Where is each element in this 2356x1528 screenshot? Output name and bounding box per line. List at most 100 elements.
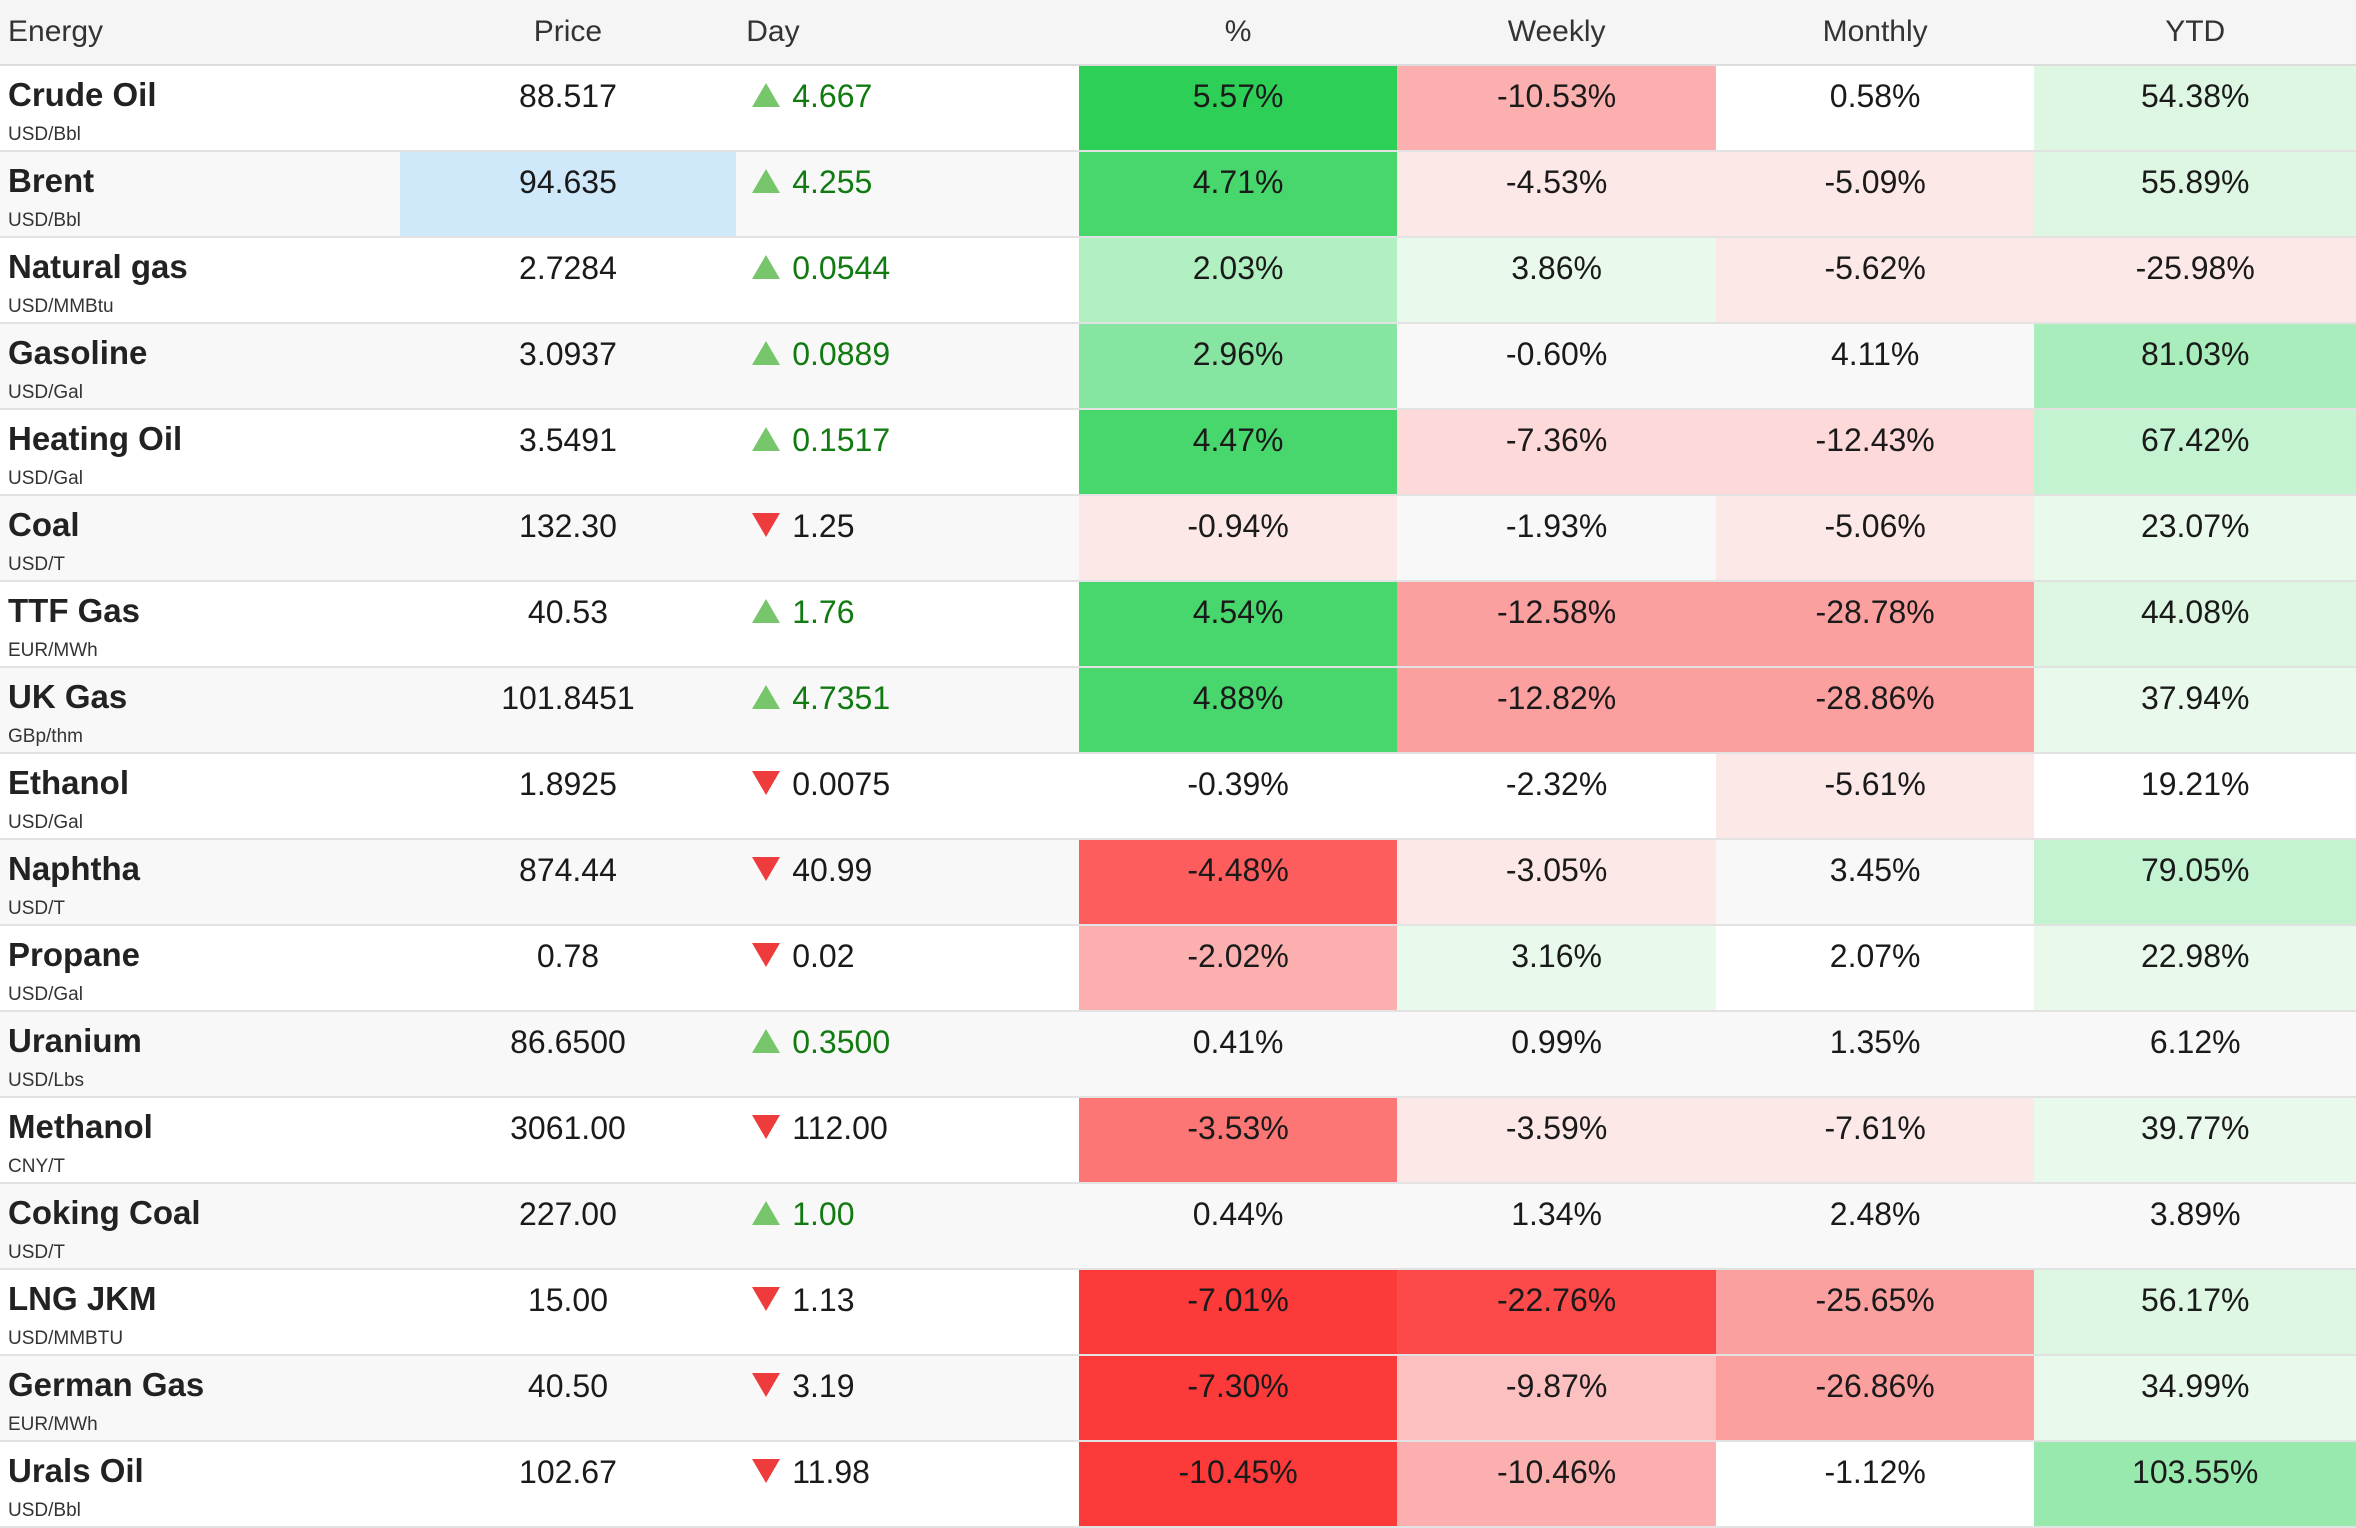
- commodity-name-link[interactable]: Methanol: [8, 1108, 153, 1145]
- header-percent[interactable]: %: [1078, 0, 1398, 66]
- commodity-name-link[interactable]: Gasoline: [8, 334, 148, 371]
- percent-change-value: -2.02%: [1187, 938, 1289, 974]
- table-row[interactable]: Coal USD/T 132.30 1.25 -0.94% -1.93% -5.06% 23.…: [0, 495, 2356, 582]
- commodity-cell: TTF Gas EUR/MWh: [0, 581, 400, 668]
- header-ytd[interactable]: YTD: [2034, 0, 2356, 66]
- table-row[interactable]: TTF Gas EUR/MWh 40.53 1.76 4.54% -12.58% -28.7…: [0, 581, 2356, 668]
- price-cell: 227.00: [399, 1183, 737, 1270]
- commodity-cell: Urals Oil USD/Bbl: [0, 1441, 400, 1528]
- ytd-change-value: 19.21%: [2140, 766, 2250, 802]
- table-row[interactable]: Ethanol USD/Gal 1.8925 0.0075 -0.39% -2.32% -5…: [0, 753, 2356, 840]
- header-weekly[interactable]: Weekly: [1397, 0, 1716, 66]
- header-day[interactable]: Day: [736, 0, 1079, 66]
- price-value: 101.8451: [501, 680, 635, 716]
- table-row[interactable]: LNG JKM USD/MMBTU 15.00 1.13 -7.01% -22.76% -2…: [0, 1269, 2356, 1356]
- commodity-unit: GBp/thm: [8, 726, 83, 747]
- triangle-down-icon: [752, 1286, 781, 1311]
- commodity-unit: USD/MMBTU: [8, 1328, 124, 1349]
- ytd-change-cell: 39.77%: [2034, 1097, 2356, 1184]
- table-row[interactable]: Natural gas USD/MMBtu 2.7284 0.0544 2.03% 3.8…: [0, 237, 2356, 324]
- price-value: 88.517: [519, 78, 617, 114]
- day-change-cell: 0.02: [736, 925, 1079, 1012]
- commodity-name-link[interactable]: Urals Oil: [8, 1452, 144, 1489]
- day-change-cell: 0.3500: [736, 1011, 1079, 1098]
- commodity-unit: USD/T: [8, 1242, 65, 1263]
- commodity-name-link[interactable]: Uranium: [8, 1022, 142, 1059]
- percent-change-cell: -3.53%: [1078, 1097, 1398, 1184]
- commodity-name-link[interactable]: Brent: [8, 162, 95, 199]
- commodity-name-link[interactable]: UK Gas: [8, 678, 128, 715]
- monthly-change-cell: -25.65%: [1715, 1269, 2035, 1356]
- day-change-value: 11.98: [792, 1454, 870, 1490]
- header-energy[interactable]: Energy: [0, 0, 400, 66]
- weekly-change-value: -9.87%: [1505, 1368, 1608, 1404]
- weekly-change-value: -12.58%: [1497, 594, 1617, 630]
- table-row[interactable]: Gasoline USD/Gal 3.0937 0.0889 2.96% -0.60% 4.…: [0, 323, 2356, 410]
- table-row[interactable]: German Gas EUR/MWh 40.50 3.19 -7.30% -9.87% -2…: [0, 1355, 2356, 1442]
- price-cell: 40.50: [399, 1355, 737, 1442]
- table-row[interactable]: Crude Oil USD/Bbl 88.517 4.667 5.57% -10.53% 0…: [0, 65, 2356, 152]
- header-monthly[interactable]: Monthly: [1715, 0, 2035, 66]
- commodity-name-link[interactable]: German Gas: [8, 1366, 205, 1403]
- commodity-unit: USD/Bbl: [8, 1500, 81, 1521]
- ytd-change-value: 23.07%: [2140, 508, 2250, 544]
- price-value: 40.50: [527, 1368, 608, 1404]
- ytd-change-cell: 103.55%: [2034, 1441, 2356, 1528]
- percent-change-value: 2.03%: [1192, 250, 1284, 286]
- percent-change-value: 4.54%: [1192, 594, 1284, 630]
- monthly-change-value: -26.86%: [1815, 1368, 1935, 1404]
- ytd-change-cell: 22.98%: [2034, 925, 2356, 1012]
- monthly-change-cell: -5.09%: [1715, 151, 2035, 238]
- triangle-up-icon: [752, 340, 781, 365]
- weekly-change-value: -10.46%: [1497, 1454, 1617, 1490]
- price-cell: 101.8451: [399, 667, 737, 754]
- table-row[interactable]: Methanol CNY/T 3061.00 112.00 -3.53% -3.59% -7…: [0, 1097, 2356, 1184]
- table-row[interactable]: Coking Coal USD/T 227.00 1.00 0.44% 1.34% 2.48…: [0, 1183, 2356, 1270]
- monthly-change-value: 2.48%: [1829, 1196, 1921, 1232]
- weekly-change-cell: -0.60%: [1397, 323, 1716, 410]
- weekly-change-cell: -3.59%: [1397, 1097, 1716, 1184]
- ytd-change-cell: -25.98%: [2034, 237, 2356, 324]
- table-row[interactable]: Heating Oil USD/Gal 3.5491 0.1517 4.47% -7.36…: [0, 409, 2356, 496]
- monthly-change-cell: -1.12%: [1715, 1441, 2035, 1528]
- commodity-name-link[interactable]: Coal: [8, 506, 80, 543]
- percent-change-cell: -10.45%: [1078, 1441, 1398, 1528]
- monthly-change-value: -5.09%: [1824, 164, 1926, 200]
- table-row[interactable]: Brent USD/Bbl 94.635 4.255 4.71% -4.53% -5.09%…: [0, 151, 2356, 238]
- commodity-name-link[interactable]: LNG JKM: [8, 1280, 157, 1317]
- table-row[interactable]: UK Gas GBp/thm 101.8451 4.7351 4.88% -12.82% -…: [0, 667, 2356, 754]
- triangle-down-icon: [752, 942, 781, 967]
- monthly-change-cell: -28.86%: [1715, 667, 2035, 754]
- price-value: 102.67: [519, 1454, 617, 1490]
- monthly-change-cell: -26.86%: [1715, 1355, 2035, 1442]
- day-change-value: 0.3500: [792, 1024, 891, 1060]
- day-change-value: 40.99: [792, 852, 873, 888]
- day-change-cell: 0.0544: [736, 237, 1079, 324]
- commodity-unit: USD/Gal: [8, 468, 83, 489]
- percent-change-value: -3.53%: [1187, 1110, 1289, 1146]
- commodity-name-link[interactable]: Natural gas: [8, 248, 188, 285]
- commodity-unit: CNY/T: [8, 1156, 65, 1177]
- ytd-change-value: 34.99%: [2140, 1368, 2250, 1404]
- percent-change-value: 0.44%: [1192, 1196, 1284, 1232]
- monthly-change-cell: -28.78%: [1715, 581, 2035, 668]
- commodity-name-link[interactable]: TTF Gas: [8, 592, 141, 629]
- table-row[interactable]: Propane USD/Gal 0.78 0.02 -2.02% 3.16% 2.07% 22…: [0, 925, 2356, 1012]
- table-row[interactable]: Urals Oil USD/Bbl 102.67 11.98 -10.45% -10.46…: [0, 1441, 2356, 1528]
- commodity-name-link[interactable]: Ethanol: [8, 764, 129, 801]
- commodity-name-link[interactable]: Propane: [8, 936, 141, 973]
- triangle-up-icon: [752, 1028, 781, 1053]
- commodity-name-link[interactable]: Crude Oil: [8, 76, 157, 113]
- table-row[interactable]: Uranium USD/Lbs 86.6500 0.3500 0.41% 0.99% 1.3…: [0, 1011, 2356, 1098]
- ytd-change-cell: 34.99%: [2034, 1355, 2356, 1442]
- header-price[interactable]: Price: [399, 0, 737, 66]
- monthly-change-cell: 1.35%: [1715, 1011, 2035, 1098]
- commodity-name-link[interactable]: Naphtha: [8, 850, 140, 887]
- day-change-value: 4.255: [792, 164, 873, 200]
- monthly-change-cell: 2.48%: [1715, 1183, 2035, 1270]
- commodity-name-link[interactable]: Heating Oil: [8, 420, 183, 457]
- commodity-name-link[interactable]: Coking Coal: [8, 1194, 201, 1231]
- weekly-change-value: -0.60%: [1505, 336, 1608, 372]
- table-row[interactable]: Naphtha USD/T 874.44 40.99 -4.48% -3.05% 3.45%…: [0, 839, 2356, 926]
